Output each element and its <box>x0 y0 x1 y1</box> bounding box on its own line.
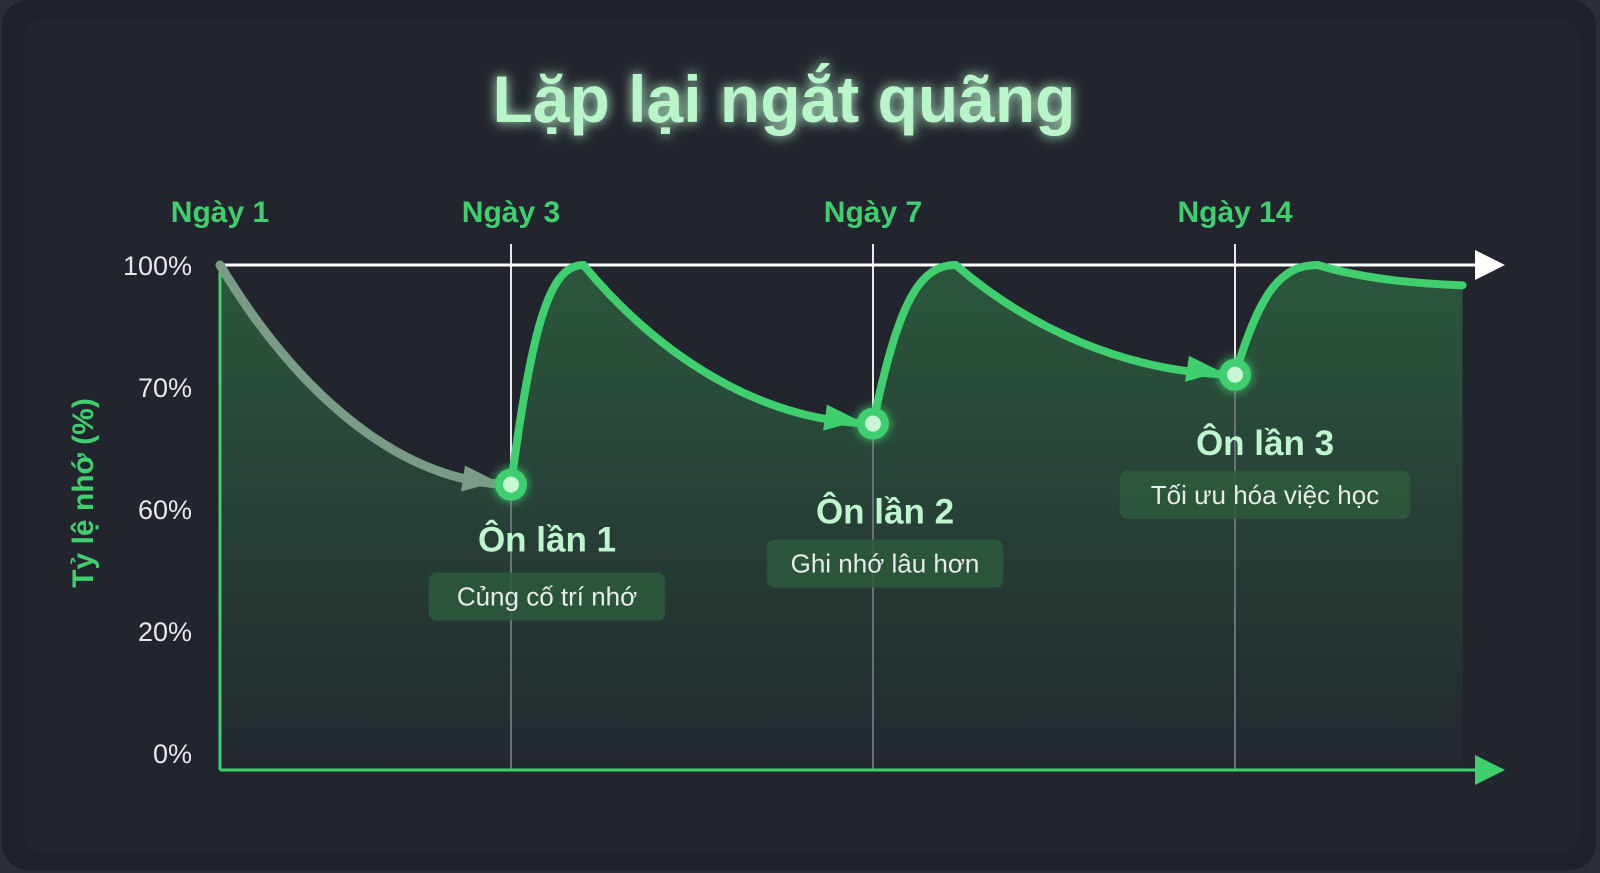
arrowhead-5 <box>1185 355 1221 382</box>
curve-segment-2 <box>507 261 588 489</box>
review-note-box <box>1119 470 1411 519</box>
review-point-center <box>865 415 881 432</box>
x-tick-label: Ngày 3 <box>462 196 560 229</box>
y-axis-label: Tỷ lệ nhớ (%) <box>67 398 100 588</box>
review-note: Củng cố trí nhớ <box>457 582 637 612</box>
area-fill <box>220 265 1463 770</box>
review-note-box <box>766 539 1004 588</box>
arrowhead-3 <box>823 404 859 431</box>
curve-segment-6 <box>1231 261 1322 379</box>
x-tick-label: Ngày 14 <box>1177 196 1292 229</box>
x-tick-label: Ngày 7 <box>824 196 922 229</box>
x-tick-label: Ngày 1 <box>171 196 269 229</box>
y-tick-label: 0% <box>153 739 192 769</box>
review-note: Ghi nhớ lâu hơn <box>791 549 980 579</box>
curve-segment-7 <box>1313 261 1467 290</box>
chart-title: Lặp lại ngắt quãng <box>492 62 1075 136</box>
curve-segment-4 <box>869 261 960 428</box>
review-label: Ôn lần 2 <box>816 492 954 532</box>
review-label: Ôn lần 3 <box>1196 423 1334 463</box>
y-tick-label: 70% <box>138 373 192 403</box>
y-tick-label: 20% <box>138 617 192 647</box>
y-tick-label: 60% <box>138 495 192 525</box>
review-label: Ôn lần 1 <box>478 520 616 560</box>
arrowhead-1 <box>461 465 497 492</box>
y-tick-label: 100% <box>123 251 192 281</box>
review-point-center <box>1227 366 1243 383</box>
review-note: Tối ưu hóa việc học <box>1151 480 1379 510</box>
review-note-box <box>428 572 666 621</box>
review-point-center <box>503 476 519 493</box>
